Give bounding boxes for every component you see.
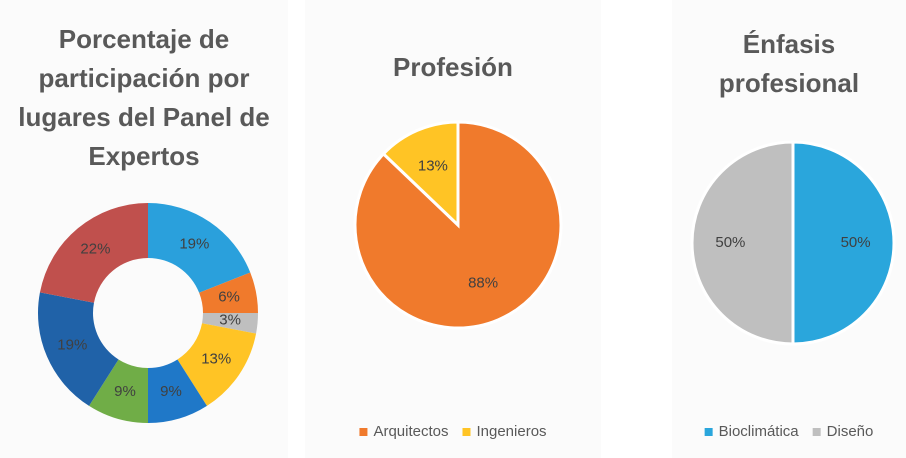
chart-title: Énfasis profesional: [718, 29, 860, 98]
data-label: 19%: [57, 337, 87, 354]
legend-label: Bioclimática: [719, 423, 800, 440]
donut-slice: [89, 359, 148, 423]
panel: Porcentaje de participación por lugares …: [0, 0, 288, 458]
data-label: 50%: [715, 234, 745, 251]
chart-title: Profesión: [393, 52, 513, 82]
data-label: 9%: [114, 383, 136, 400]
legend-marker: [704, 428, 713, 436]
donut-slice: [177, 323, 257, 406]
data-label: 6%: [218, 289, 240, 306]
chart: 50% 50% Bioclimática Diseño: [690, 140, 896, 440]
pie-slice: [791, 140, 896, 346]
donut-slice: [202, 313, 258, 334]
chart-title: Porcentaje de participación por lugares …: [18, 24, 270, 171]
chart: 88% 13% Arquitectos Ingenieros: [353, 120, 563, 440]
legend-marker: [359, 428, 368, 436]
donut-slice: [199, 272, 258, 313]
data-label: 50%: [841, 234, 871, 251]
donut-slice: [38, 292, 119, 406]
legend-label: Diseño: [827, 423, 874, 440]
chart: 19% 6% 3% 13% 9% 9% 19% 22%: [38, 203, 258, 423]
donut-slice: [148, 359, 207, 423]
donut-slice: [39, 203, 148, 303]
legend-marker: [462, 428, 471, 436]
donut-slice: [148, 203, 251, 293]
data-label: 22%: [80, 240, 110, 257]
data-label: 9%: [160, 383, 182, 400]
pie-slice: [690, 140, 795, 346]
legend-label: Ingenieros: [476, 423, 546, 440]
data-label: 13%: [418, 157, 448, 174]
legend-marker: [812, 428, 821, 436]
panel: Énfasis profesional 50% 50% Bioclimática Di…: [672, 0, 906, 458]
pie-slice: [381, 120, 460, 229]
data-label: 13%: [201, 350, 231, 367]
legend-label: Arquitectos: [373, 423, 448, 440]
data-label: 3%: [219, 312, 241, 329]
data-label: 88%: [468, 275, 498, 292]
panel: Profesión 88% 13% Arquitectos Ingenieros: [305, 0, 601, 458]
data-label: 19%: [179, 236, 209, 253]
